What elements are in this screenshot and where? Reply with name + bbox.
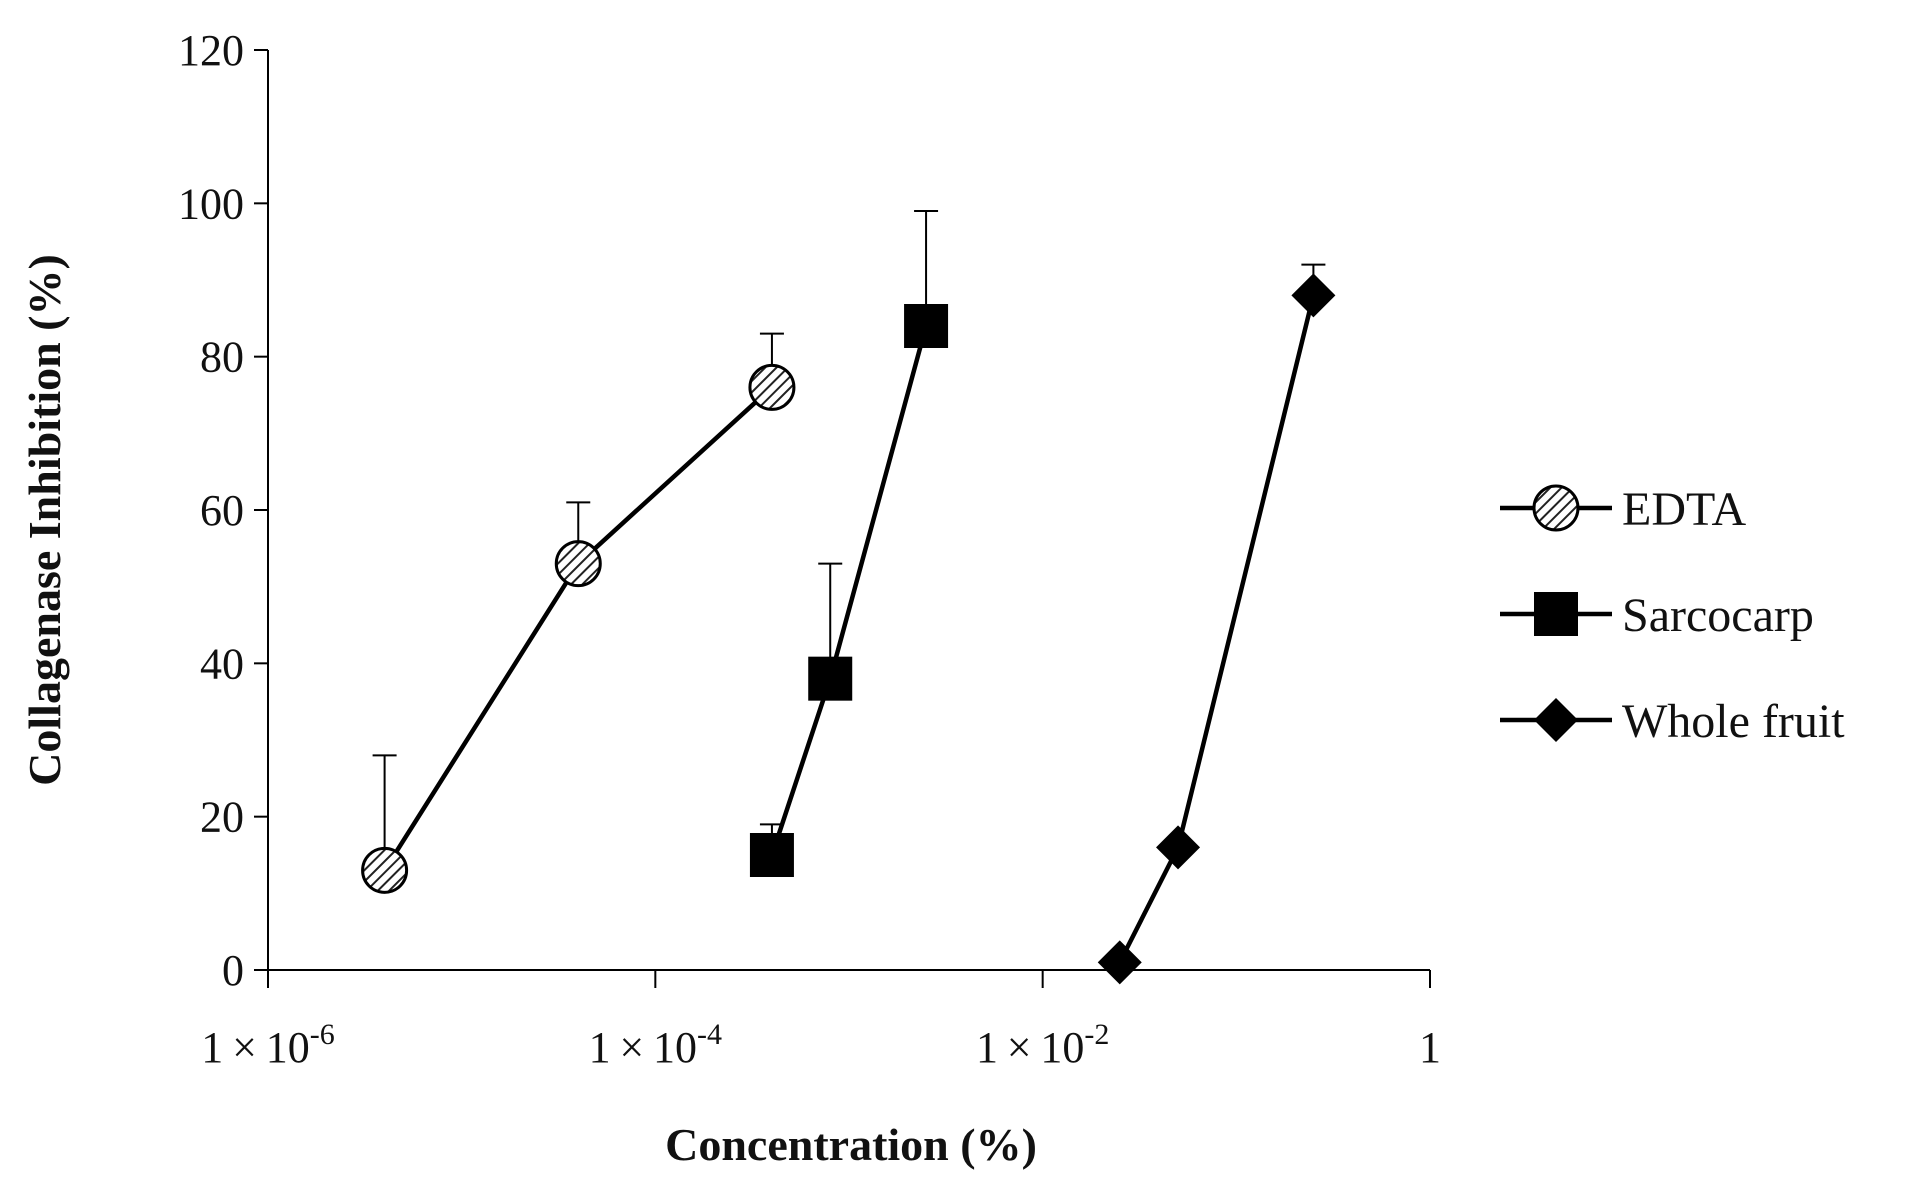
data-point: [748, 363, 796, 411]
data-point: [361, 846, 409, 894]
series-edta: [361, 332, 796, 894]
legend-marker: [1534, 592, 1578, 636]
legend-label: Sarcocarp: [1622, 589, 1814, 642]
data-point: [1156, 825, 1201, 870]
data-point: [1291, 273, 1336, 318]
series-line: [382, 385, 774, 872]
data-point: [904, 304, 949, 348]
series-whole-fruit: [1097, 263, 1336, 985]
legend-label: Whole fruit: [1622, 695, 1845, 748]
series-layer: [361, 210, 1336, 985]
data-point: [1097, 940, 1142, 985]
y-tick-label: 80: [200, 333, 244, 382]
legend-label: EDTA: [1622, 483, 1746, 536]
x-tick-label: 1: [1419, 1023, 1441, 1072]
legend-entry: Sarcocarp: [1500, 589, 1814, 642]
x-axis-title: Concentration (%): [665, 1119, 1037, 1170]
y-tick-label: 20: [200, 793, 244, 842]
y-tick-label: 0: [222, 946, 244, 995]
data-point: [808, 656, 853, 701]
legend-entry: Whole fruit: [1500, 695, 1845, 748]
series-line: [769, 325, 929, 856]
y-tick-label: 40: [200, 639, 244, 688]
data-point: [554, 540, 602, 588]
data-point: [749, 833, 794, 877]
legend: EDTA Sarcocarp Whole fruit: [1500, 483, 1845, 748]
y-tick-label: 100: [178, 179, 244, 228]
x-tick-label: 1 × 10-4: [589, 1018, 722, 1072]
y-tick-label: 120: [178, 26, 244, 75]
y-tick-label: 60: [200, 486, 244, 535]
x-tick-label: 1 × 10-6: [201, 1018, 334, 1072]
y-axis-title: Collagenase Inhibition (%): [19, 254, 70, 786]
legend-entry: EDTA: [1500, 483, 1746, 536]
legend-marker: [1534, 698, 1578, 742]
tick-labels: 0 20 40 60 80 100 120 1 × 10-6 1 × 10-4 1 × 10-2 1: [178, 26, 1441, 1072]
series-line: [1117, 294, 1316, 964]
series-sarcocarp: [749, 210, 949, 877]
x-tick-label: 1 × 10-2: [976, 1018, 1109, 1072]
legend-marker: [1532, 484, 1580, 532]
axes: [254, 49, 1431, 988]
